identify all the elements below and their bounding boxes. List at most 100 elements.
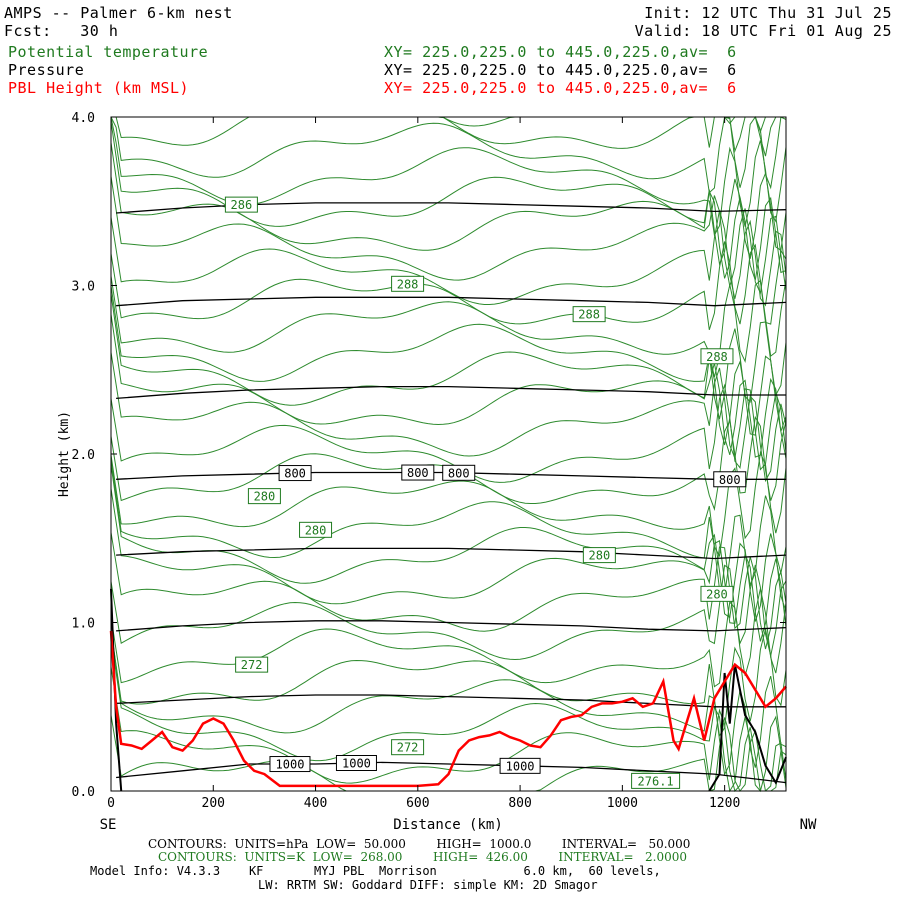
theta-label: 288 [578, 308, 600, 322]
theta-label-box [299, 521, 333, 538]
forecast-hour: Fcst: 30 h [4, 22, 119, 40]
pressure-label: 800 [719, 473, 741, 487]
x-end-label-right: NW [800, 817, 817, 833]
pbl-height-layer [109, 630, 787, 788]
pressure-label-box [442, 464, 476, 481]
pressure-contour [116, 620, 787, 632]
theta-contour [110, 285, 787, 420]
x-tick-label: 0 [107, 796, 115, 811]
theta-contour [110, 458, 787, 597]
x-axis-label: Distance (km) [393, 817, 503, 833]
pressure-contour [116, 761, 787, 784]
theta-contour [110, 210, 787, 307]
valid-time: Valid: 18 UTC Fri 01 Aug 25 [634, 22, 892, 40]
pressure-label: 1000 [506, 759, 535, 773]
axes: 0.0 1.0 2.0 3.0 4.0 0 200 400 600 800 1000 1200 [72, 111, 786, 811]
pressure-label-box [335, 755, 377, 772]
chart-title: AMPS -- Palmer 6-km nest [4, 4, 233, 22]
pressure-label-box [278, 465, 312, 482]
x-tick-label: 400 [304, 796, 327, 811]
theta-label-box [247, 488, 281, 505]
theta-contour [110, 564, 787, 661]
footer-model-info: Model Info: V4.3.3 KF MYJ PBL Morrison 6… [90, 864, 661, 878]
pressure-label-box [269, 756, 311, 773]
cross-section-chart: 1000 1000 1000 800 800 800 800 272 272 276.1 280 28… [57, 111, 817, 833]
pressure-label: 1000 [342, 757, 371, 771]
theta-label-box [235, 656, 269, 673]
footer-theta-contours: CONTOURS: UNITS=K LOW= 268.00 HIGH= 426.… [158, 850, 687, 864]
theta-contour [110, 352, 787, 471]
field-name-pbl: PBL Height (km MSL) [8, 79, 190, 97]
y-tick-label: 4.0 [72, 111, 95, 126]
theta-contour [110, 383, 787, 483]
field-xy-pressure: XY= 225.0,225.0 to 445.0,225.0,av= 6 [384, 61, 737, 79]
x-tick-label: 1200 [709, 796, 740, 811]
field-name-pressure: Pressure [8, 61, 85, 79]
theta-contour [110, 464, 787, 622]
terrain-line [708, 664, 787, 792]
contour-labels: 1000 1000 1000 800 800 800 800 272 272 276.1 280 28… [224, 196, 747, 789]
theta-label-box [582, 547, 616, 564]
pressure-label-box [499, 757, 541, 774]
pressure-label-box [713, 471, 747, 488]
theta-label: 288 [706, 350, 728, 364]
pbl-height-line [109, 630, 787, 788]
theta-contour [110, 176, 787, 295]
theta-contour [110, 451, 787, 558]
theta-label: 286 [231, 198, 253, 212]
theta-contour [110, 116, 787, 237]
pressure-label: 800 [284, 467, 306, 481]
theta-label-box [700, 585, 734, 602]
x-tick-label: 600 [406, 796, 429, 811]
pressure-label: 800 [448, 466, 470, 480]
pressure-contour [116, 296, 787, 307]
theta-contour [110, 142, 787, 281]
x-tick-label: 1000 [607, 796, 638, 811]
theta-label-box [572, 306, 606, 323]
theta-label-box [391, 739, 425, 756]
theta-contour [110, 628, 787, 738]
init-time: Init: 12 UTC Thu 31 Jul 25 [644, 4, 892, 22]
theta-contour [110, 637, 787, 793]
theta-contour [110, 115, 786, 194]
theta-contour [111, 116, 786, 157]
pressure-label-box [401, 464, 435, 481]
pressure-label: 1000 [276, 758, 305, 772]
theta-label-box [700, 348, 734, 365]
x-end-label-left: SE [100, 817, 117, 833]
terrain-line-left [110, 588, 123, 792]
theta-contour [110, 276, 787, 378]
field-name-theta: Potential temperature [8, 43, 209, 61]
theta-contours [110, 115, 787, 793]
y-axis-label: Height (km) [57, 411, 72, 497]
footer-pressure-contours: CONTOURS: UNITS=hPa LOW= 50.000 HIGH= 10… [148, 837, 691, 851]
field-xy-pbl: XY= 225.0,225.0 to 445.0,225.0,av= 6 [384, 79, 737, 97]
theta-label: 280 [706, 587, 728, 601]
theta-contour [110, 415, 787, 512]
theta-label: 280 [305, 523, 327, 537]
theta-contour [110, 488, 787, 642]
plot-frame [110, 116, 787, 792]
y-tick-label: 1.0 [72, 617, 95, 632]
theta-contour [110, 314, 787, 459]
theta-label: 276.1 [638, 774, 674, 788]
x-tick-label: 800 [508, 796, 531, 811]
theta-contour [110, 532, 787, 650]
theta-label-box [224, 196, 258, 213]
footer-physics-info: LW: RRTM SW: Goddard DIFF: simple KM: 2D… [258, 878, 598, 892]
y-tick-label: 0.0 [72, 785, 95, 800]
theta-contour [111, 116, 787, 134]
field-xy-theta: XY= 225.0,225.0 to 445.0,225.0,av= 6 [384, 43, 737, 61]
theta-label: 288 [397, 277, 419, 291]
theta-contour [110, 293, 787, 446]
theta-contour [110, 121, 787, 266]
theta-label: 272 [397, 741, 419, 755]
pressure-contour [116, 547, 787, 560]
y-tick-label: 3.0 [72, 280, 95, 295]
theta-label: 272 [241, 658, 263, 672]
theta-contour [110, 241, 787, 330]
theta-contour [110, 588, 787, 688]
theta-contour [110, 629, 787, 777]
theta-label-box [391, 275, 425, 292]
pressure-contours [110, 202, 787, 792]
